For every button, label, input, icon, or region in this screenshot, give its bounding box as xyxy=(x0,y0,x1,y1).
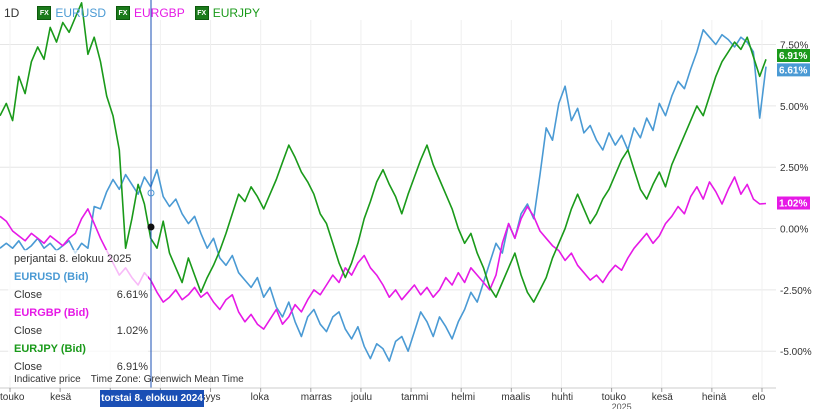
tooltip-row-eurgbp: Close 1.02% xyxy=(14,325,148,337)
y-tick-label: 5.00% xyxy=(780,102,808,113)
last-value-badge xyxy=(777,63,810,77)
tooltip-footer: Indicative price Time Zone: Greenwich Me… xyxy=(14,374,244,385)
fx-icon: FX xyxy=(116,6,131,20)
crosshair-point xyxy=(147,223,155,231)
tooltip-row-eurjpy: Close 6.91% xyxy=(14,361,148,373)
x-tick-label: elo xyxy=(752,392,766,403)
y-tick-label: -5.00% xyxy=(780,347,812,358)
series-line-eurjpy xyxy=(0,1,767,303)
x-tick-label: marras xyxy=(301,392,332,403)
legend-label-eurgbp: EURGBP xyxy=(134,6,185,20)
tooltip-series-eurgbp: EURGBP (Bid) xyxy=(14,307,89,319)
last-value-eurjpy: 6.91% xyxy=(777,49,810,63)
last-value-text: 6.61% xyxy=(779,65,807,76)
x-tick-label: tammi xyxy=(401,392,428,403)
y-tick-label: 0.00% xyxy=(780,225,808,236)
series-line-eurusd xyxy=(0,28,767,362)
legend-item-eurusd[interactable]: FX EURUSD xyxy=(37,6,106,20)
timezone-label: Time Zone: Greenwich Mean Time xyxy=(90,374,244,385)
legend-item-eurgbp[interactable]: FX EURGBP xyxy=(116,6,185,20)
tooltip-series-eurusd: EURUSD (Bid) xyxy=(14,271,89,283)
legend-item-eurjpy[interactable]: FX EURJPY xyxy=(194,6,261,20)
tooltip-row-eurusd: Close 6.61% xyxy=(14,289,148,301)
x-tick-label: maalis xyxy=(501,392,530,403)
tooltip-date: perjantai 8. elokuu 2025 xyxy=(14,253,132,265)
legend-label-eurusd: EURUSD xyxy=(55,6,107,20)
legend-label-eurjpy: EURJPY xyxy=(212,6,261,20)
indicative-price-label: Indicative price xyxy=(14,374,81,385)
x-tick-label: kesä xyxy=(50,392,72,403)
x-tick-label: huhti xyxy=(551,392,573,403)
x-tick-label: joulu xyxy=(350,392,372,403)
x-tick-label: syys xyxy=(201,392,221,403)
y-tick-label: -2.50% xyxy=(780,286,812,297)
y-tick-label: 2.50% xyxy=(780,163,808,174)
timeframe-button[interactable]: 1D xyxy=(4,6,20,20)
fx-icon: FX xyxy=(37,6,52,20)
last-value-text: 1.02% xyxy=(779,199,807,210)
last-value-badge xyxy=(777,49,810,63)
crosshair-marker xyxy=(147,189,155,197)
x-tick-label: touko xyxy=(602,392,627,403)
crosshair-date-badge: torstai 8. elokuu 2024 xyxy=(100,390,204,407)
last-value-badge xyxy=(777,196,810,210)
x-tick-label: loka xyxy=(251,392,270,403)
x-tick-label: helmi xyxy=(451,392,475,403)
axes: 7.50% 5.00% 2.50% 0.00% -2.50% -5.00% touko kes… xyxy=(0,41,812,412)
x-year-label: 2025 xyxy=(612,402,632,409)
last-value-labels: 6.61% 6.91% 1.02% xyxy=(777,49,810,210)
y-tick-label: 7.50% xyxy=(780,41,808,52)
data-tooltip: perjantai 8. elokuu 2025 EURUSD (Bid) Cl… xyxy=(8,250,148,376)
x-tick-label: touko xyxy=(0,392,25,403)
last-value-text: 6.91% xyxy=(779,51,807,62)
x-tick-label: kesä xyxy=(652,392,674,403)
last-value-eurgbp: 1.02% xyxy=(777,196,810,210)
x-tick-label: heinä xyxy=(702,392,727,403)
crosshair xyxy=(147,0,155,388)
legend-toolbar: 1D FX EURUSD FX EURGBP FX EURJPY xyxy=(4,3,260,23)
fx-icon: FX xyxy=(194,6,209,20)
last-value-eurusd: 6.61% xyxy=(777,63,810,77)
tooltip-series-eurjpy: EURJPY (Bid) xyxy=(14,343,86,355)
